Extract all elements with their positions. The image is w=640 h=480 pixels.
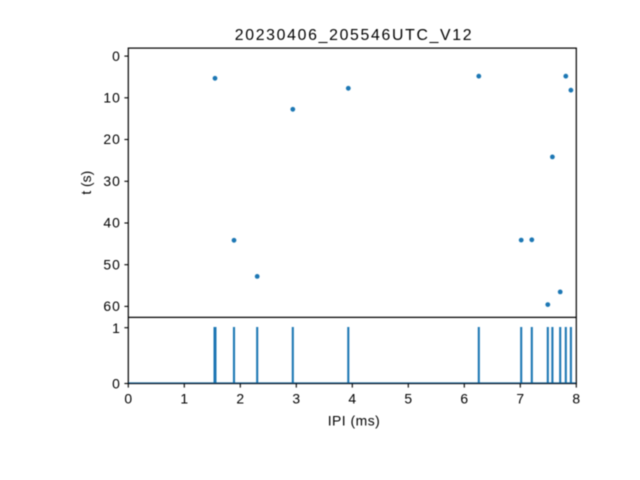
svg-text:50: 50 bbox=[103, 256, 120, 272]
svg-text:1: 1 bbox=[180, 391, 188, 407]
svg-text:3: 3 bbox=[292, 391, 300, 407]
svg-text:30: 30 bbox=[103, 173, 120, 189]
svg-text:20230406_205546UTC_V12: 20230406_205546UTC_V12 bbox=[235, 27, 474, 44]
svg-text:40: 40 bbox=[103, 215, 120, 231]
svg-text:IPI (ms): IPI (ms) bbox=[328, 413, 381, 429]
svg-text:60: 60 bbox=[103, 298, 120, 314]
svg-text:4: 4 bbox=[348, 391, 356, 407]
svg-text:2: 2 bbox=[236, 391, 244, 407]
svg-text:t (s): t (s) bbox=[78, 171, 94, 195]
svg-text:0: 0 bbox=[112, 376, 121, 392]
svg-text:8: 8 bbox=[572, 391, 580, 407]
svg-text:1: 1 bbox=[112, 320, 121, 336]
svg-text:0: 0 bbox=[112, 48, 121, 64]
svg-text:20: 20 bbox=[103, 131, 120, 147]
svg-text:10: 10 bbox=[103, 90, 120, 106]
svg-text:0: 0 bbox=[124, 391, 132, 407]
svg-text:5: 5 bbox=[404, 391, 412, 407]
svg-text:6: 6 bbox=[460, 391, 468, 407]
svg-text:7: 7 bbox=[516, 391, 524, 407]
